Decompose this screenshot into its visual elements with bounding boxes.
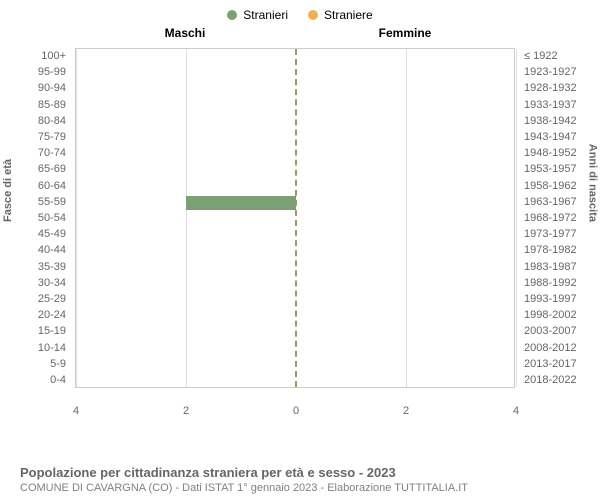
year-label: 1928-1932: [520, 80, 580, 96]
age-label: 30-34: [20, 275, 70, 291]
age-label: 15-19: [20, 323, 70, 339]
age-label: 70-74: [20, 145, 70, 161]
legend-label-female: Straniere: [324, 8, 373, 22]
year-label: ≤ 1922: [520, 48, 580, 64]
age-label: 65-69: [20, 161, 70, 177]
age-label: 60-64: [20, 178, 70, 194]
age-label: 40-44: [20, 242, 70, 258]
legend-item-female: Straniere: [308, 8, 373, 22]
age-label: 5-9: [20, 356, 70, 372]
chart-subtitle: COMUNE DI CAVARGNA (CO) - Dati ISTAT 1° …: [20, 482, 580, 494]
year-label: 1968-1972: [520, 210, 580, 226]
age-label: 25-29: [20, 291, 70, 307]
year-label: 1958-1962: [520, 178, 580, 194]
year-label: 1983-1987: [520, 258, 580, 274]
year-label: 1998-2002: [520, 307, 580, 323]
header-female: Femmine: [295, 26, 515, 40]
legend-dot-male: [227, 10, 237, 20]
x-tick: 4: [513, 405, 519, 417]
right-year-labels: ≤ 19221923-19271928-19321933-19371938-19…: [520, 48, 580, 388]
legend-item-male: Stranieri: [227, 8, 288, 22]
year-label: 2008-2012: [520, 339, 580, 355]
right-axis-title: Anni di nascita: [586, 144, 598, 222]
x-tick: 4: [73, 405, 79, 417]
age-label: 75-79: [20, 129, 70, 145]
year-label: 2018-2022: [520, 372, 580, 388]
legend-label-male: Stranieri: [243, 8, 288, 22]
legend: Stranieri Straniere: [0, 0, 600, 26]
year-label: 2013-2017: [520, 356, 580, 372]
year-label: 1923-1927: [520, 64, 580, 80]
age-label: 95-99: [20, 64, 70, 80]
plot-area: 42024: [75, 48, 515, 388]
year-label: 1963-1967: [520, 194, 580, 210]
x-tick: 0: [293, 405, 299, 417]
age-label: 80-84: [20, 113, 70, 129]
legend-dot-female: [308, 10, 318, 20]
x-tick: 2: [183, 405, 189, 417]
header-male: Maschi: [75, 26, 295, 40]
chart-container: Maschi Femmine Fasce di età Anni di nasc…: [20, 26, 580, 416]
age-label: 0-4: [20, 372, 70, 388]
year-label: 1973-1977: [520, 226, 580, 242]
grid-line: [76, 49, 77, 387]
age-label: 90-94: [20, 80, 70, 96]
age-label: 20-24: [20, 307, 70, 323]
column-headers: Maschi Femmine: [75, 26, 515, 40]
grid-line: [406, 49, 407, 387]
year-label: 1988-1992: [520, 275, 580, 291]
age-label: 35-39: [20, 258, 70, 274]
year-label: 1933-1937: [520, 97, 580, 113]
year-label: 1993-1997: [520, 291, 580, 307]
left-age-labels: 100+95-9990-9485-8980-8475-7970-7465-696…: [20, 48, 70, 388]
year-label: 1978-1982: [520, 242, 580, 258]
left-axis-title: Fasce di età: [2, 159, 14, 222]
x-tick: 2: [403, 405, 409, 417]
chart-title: Popolazione per cittadinanza straniera p…: [20, 465, 580, 480]
footer: Popolazione per cittadinanza straniera p…: [20, 465, 580, 494]
age-label: 85-89: [20, 97, 70, 113]
age-label: 55-59: [20, 194, 70, 210]
center-line: [295, 49, 297, 387]
year-label: 1938-1942: [520, 113, 580, 129]
grid-line: [516, 49, 517, 387]
age-label: 45-49: [20, 226, 70, 242]
year-label: 1948-1952: [520, 145, 580, 161]
age-label: 100+: [20, 48, 70, 64]
year-label: 1953-1957: [520, 161, 580, 177]
bar-male: [186, 196, 296, 210]
year-label: 2003-2007: [520, 323, 580, 339]
age-label: 10-14: [20, 339, 70, 355]
age-label: 50-54: [20, 210, 70, 226]
grid-line: [186, 49, 187, 387]
year-label: 1943-1947: [520, 129, 580, 145]
